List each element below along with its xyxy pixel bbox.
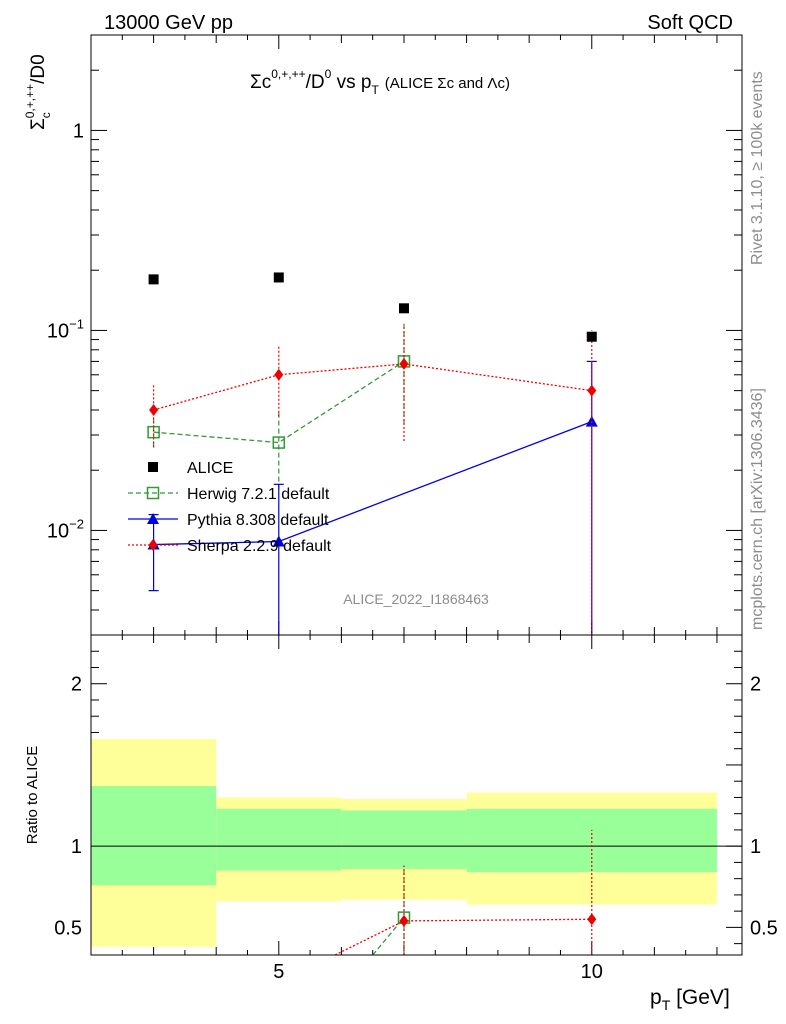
series-line (153, 363, 592, 411)
x-tick-label: 10 (581, 961, 603, 983)
ratio-data-point (399, 914, 409, 927)
series-0 (148, 272, 597, 342)
ratio-series-1 (334, 829, 597, 956)
ratio-data-point (587, 913, 597, 926)
main-plot-title: Σc0,+,++/D0 vs pT (ALICE Σc and Λc) (250, 67, 510, 97)
legend-entry-2: Pythia 8.308 default (128, 512, 329, 529)
ratio-plot: 0.5 0.5 1 1 2 2 5 10 (54, 674, 778, 983)
legend-entry-1: Herwig 7.2.1 default (128, 486, 330, 503)
svg-text:Σc0,+,++/D0 vs pT(ALICE Σc and: Σc0,+,++/D0 vs pT (ALICE Σc and Λc) (250, 67, 510, 97)
main-y-tick-label: 10−2 (47, 516, 84, 542)
ratio-y-tick-label-right: 0.5 (750, 917, 778, 939)
ratio-band-green-1 (216, 808, 342, 871)
ratio-y-tick-label-left: 2 (71, 674, 82, 696)
svg-text:pT [GeV]: pT [GeV] (650, 986, 730, 1013)
ratio-band-green-0 (91, 786, 217, 886)
data-point (148, 274, 159, 285)
ratio-y-tick-label-left: 0.5 (54, 917, 82, 939)
data-point (272, 535, 285, 547)
main-y-tick-label: 1 (73, 120, 84, 142)
ratio-y-axis-label: Ratio to ALICE (24, 746, 41, 844)
data-point (274, 368, 284, 381)
data-point (272, 436, 286, 449)
legend-label: Sherpa 2.2.9 default (187, 538, 332, 555)
ratio-band-green-2 (341, 810, 467, 869)
legend-marker (146, 486, 160, 500)
ratio-y-tick-label-right: 2 (750, 674, 761, 696)
series-line (153, 360, 405, 444)
ratio-y-tick-label-right: 1 (750, 836, 761, 858)
ratio-series-line (334, 918, 592, 956)
data-point (273, 272, 284, 283)
legend-label: Pythia 8.308 default (187, 512, 329, 529)
data-point (586, 331, 597, 342)
main-y-axis-label: Σc0,+,++/D0 (23, 54, 53, 130)
legend-label: Herwig 7.2.1 default (187, 486, 330, 503)
data-point (398, 303, 409, 314)
header-right: Soft QCD (647, 12, 733, 34)
x-tick-label: 5 (273, 961, 284, 983)
series-3 (149, 324, 597, 635)
ratio-plot-frame (90, 634, 743, 956)
legend-entry-0: ALICE (148, 460, 233, 477)
x-axis-label: pT [GeV] (650, 986, 730, 1013)
legend: ALICE Herwig 7.2.1 default Pythia 8.308 de… (128, 460, 332, 555)
header-left: 13000 GeV pp (104, 12, 233, 34)
legend-entry-3: Sherpa 2.2.9 default (128, 538, 332, 555)
data-point (399, 357, 409, 370)
legend-marker (148, 539, 158, 551)
data-point (149, 404, 159, 417)
ratio-y-tick-label-left: 1 (71, 836, 82, 858)
mcplots-reference-text: mcplots.cern.ch [arXiv:1306.3436] (749, 388, 766, 630)
rivet-version-text: Rivet 3.1.10, ≥ 100k events (749, 71, 766, 265)
legend-marker (148, 462, 158, 472)
main-y-tick-label: 10−1 (47, 316, 84, 342)
data-point (587, 384, 597, 397)
svg-text:Σc0,+,++/D0: Σc0,+,++/D0 (23, 54, 53, 130)
legend-marker (147, 513, 159, 524)
analysis-watermark: ALICE_2022_I1868463 (343, 591, 489, 607)
legend-label: ALICE (187, 460, 233, 477)
